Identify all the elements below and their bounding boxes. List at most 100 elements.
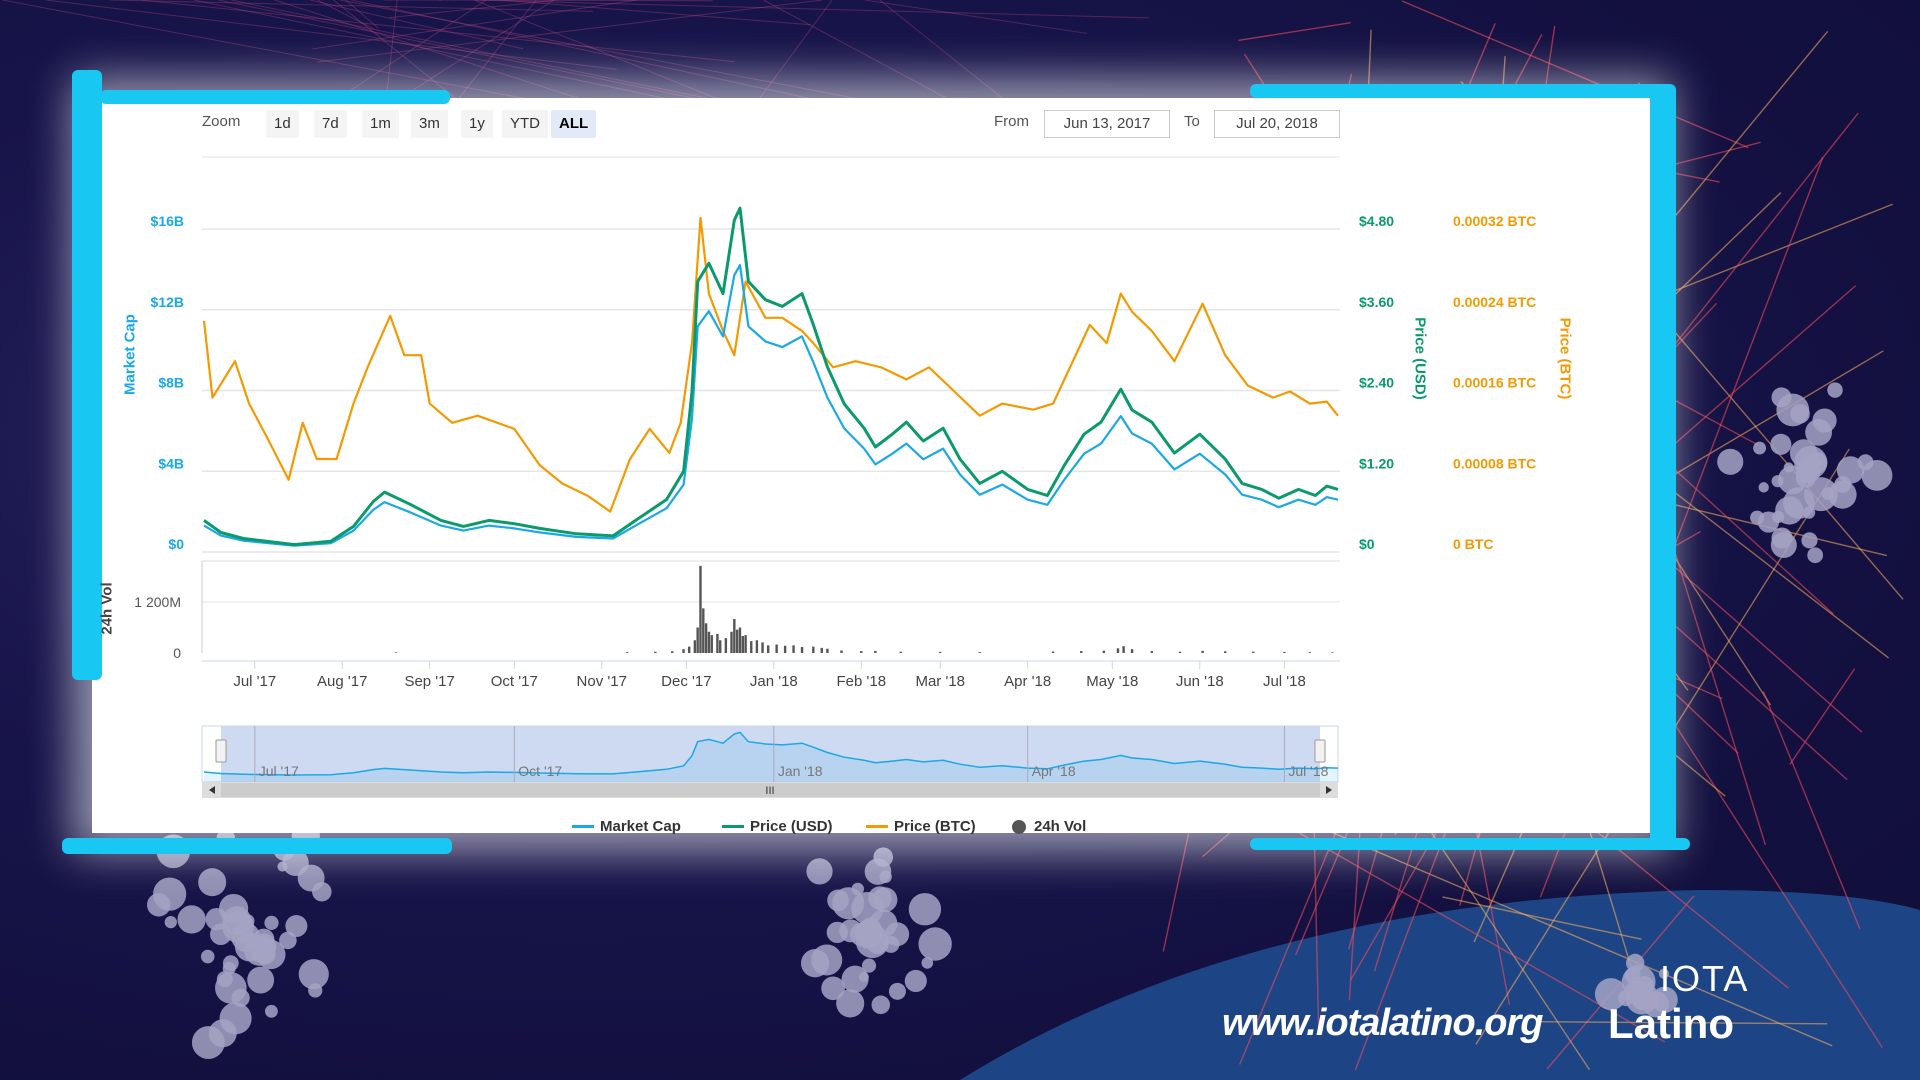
iota-dot	[1783, 462, 1794, 473]
volume-bar	[1122, 646, 1125, 653]
iota-dot	[836, 989, 865, 1018]
volume-bar	[1252, 651, 1255, 653]
iota-dot	[164, 915, 177, 929]
zoom-7d-button[interactable]: 7d	[314, 110, 347, 138]
scroll-left-arrow-icon[interactable]	[209, 786, 215, 794]
x-tick-label: Apr '18	[1004, 673, 1051, 690]
legend-item-price-btc[interactable]: Price (BTC)	[866, 818, 976, 835]
from-label: From	[994, 113, 1029, 130]
volume-bar	[702, 608, 705, 653]
pink-network-line	[500, 0, 811, 26]
red-network-line	[1442, 896, 1642, 940]
market-cap-line	[203, 264, 1339, 547]
red-network-line	[1642, 538, 1863, 733]
iota-dot	[222, 961, 236, 975]
iota-dot	[1836, 456, 1865, 484]
pink-network-line	[230, 0, 748, 108]
volume-bar	[733, 619, 736, 653]
volume-bar	[978, 652, 981, 653]
volume-bar	[1331, 652, 1334, 653]
frame-brush-top-right	[1250, 84, 1670, 98]
volume-bar	[1283, 651, 1286, 653]
volume-tick-label: 1 200M	[134, 594, 181, 610]
scrollbar-thumb[interactable]	[221, 783, 1320, 797]
iota-dot	[1771, 475, 1784, 488]
volume-bar	[719, 640, 722, 653]
x-tick-label: Aug '17	[317, 673, 367, 690]
volume-bar	[724, 638, 728, 653]
volume-bar	[1116, 648, 1120, 653]
iota-dot	[264, 1004, 278, 1018]
iota-dot	[200, 949, 215, 964]
iota-dot	[855, 919, 884, 948]
iota-dot	[1758, 482, 1769, 493]
navigator-handle[interactable]	[215, 739, 227, 763]
volume-bar	[874, 650, 877, 653]
iota-dot	[827, 889, 849, 912]
iota-dot	[1750, 510, 1765, 525]
volume-bar	[1051, 651, 1055, 653]
x-tick-label: May '18	[1086, 673, 1138, 690]
price-usd-tick-label: $4.80	[1359, 213, 1394, 229]
iota-dot	[277, 861, 288, 872]
legend-swatch	[572, 825, 594, 828]
market-cap-tick-label: $12B	[151, 294, 184, 310]
legend-item-volume[interactable]: 24h Vol	[1012, 818, 1086, 835]
price-btc-tick-label: 0.00008 BTC	[1453, 455, 1536, 471]
volume-bar	[1080, 651, 1083, 653]
iota-dot	[1632, 988, 1655, 1011]
iota-dot	[1807, 547, 1824, 564]
zoom-1y-button[interactable]: 1y	[461, 110, 493, 138]
volume-bar	[699, 565, 702, 653]
navigator-label: Jul '18	[1288, 763, 1328, 779]
red-network-line	[1238, 21, 1351, 42]
pink-network-line	[140, 0, 735, 63]
pink-network-line	[317, 0, 374, 30]
price-btc-tick-label: 0.00032 BTC	[1453, 213, 1536, 229]
volume-bar	[1201, 650, 1204, 653]
iota-dot	[1803, 462, 1817, 476]
iota-dot	[241, 914, 255, 928]
scroll-right-arrow-icon[interactable]	[1326, 786, 1332, 794]
volume-bar	[696, 627, 699, 653]
frame-brush-top-left	[100, 90, 450, 104]
red-network-line	[1537, 1020, 1828, 1025]
to-date-input[interactable]: Jul 20, 2018	[1214, 110, 1340, 138]
iota-dot	[1775, 496, 1804, 525]
volume-bar	[710, 635, 713, 653]
volume-bar	[738, 627, 742, 653]
pink-network-line	[309, 0, 524, 50]
navigator-label: Oct '17	[518, 763, 562, 779]
zoom-1d-button[interactable]: 1d	[266, 110, 299, 138]
price-usd-line	[203, 206, 1339, 547]
x-tick-label: Mar '18	[915, 673, 965, 690]
pink-network-line	[109, 0, 594, 12]
iota-dot	[1617, 990, 1634, 1007]
volume-bar	[812, 646, 815, 653]
pink-network-line	[864, 0, 1087, 34]
volume-bar	[800, 647, 804, 653]
volume-bar	[654, 651, 657, 653]
from-date-input[interactable]: Jun 13, 2017	[1044, 110, 1170, 138]
scrollbar-grip: III	[765, 785, 774, 797]
iota-dot	[861, 958, 877, 973]
market-cap-tick-label: $0	[168, 536, 184, 552]
red-network-line	[1401, 0, 1749, 149]
iota-dot	[851, 882, 864, 896]
zoom-ytd-button[interactable]: YTD	[502, 110, 548, 138]
volume-bar	[682, 649, 685, 653]
navigator-handle[interactable]	[1314, 739, 1326, 763]
zoom-1m-button[interactable]: 1m	[362, 110, 399, 138]
zoom-all-button[interactable]: ALL	[551, 110, 597, 138]
legend-item-price-usd[interactable]: Price (USD)	[722, 818, 833, 835]
volume-bar	[707, 631, 711, 653]
iota-dot	[839, 919, 863, 943]
x-tick-label: Nov '17	[577, 673, 627, 690]
iota-dot	[198, 868, 227, 897]
volume-tick-label: 0	[173, 645, 181, 661]
zoom-3m-button[interactable]: 3m	[411, 110, 448, 138]
frame-brush-bottom-left	[62, 838, 452, 854]
legend-label: Price (BTC)	[894, 818, 976, 835]
legend-item-market-cap[interactable]: Market Cap	[572, 818, 681, 835]
legend-label: 24h Vol	[1034, 818, 1087, 835]
